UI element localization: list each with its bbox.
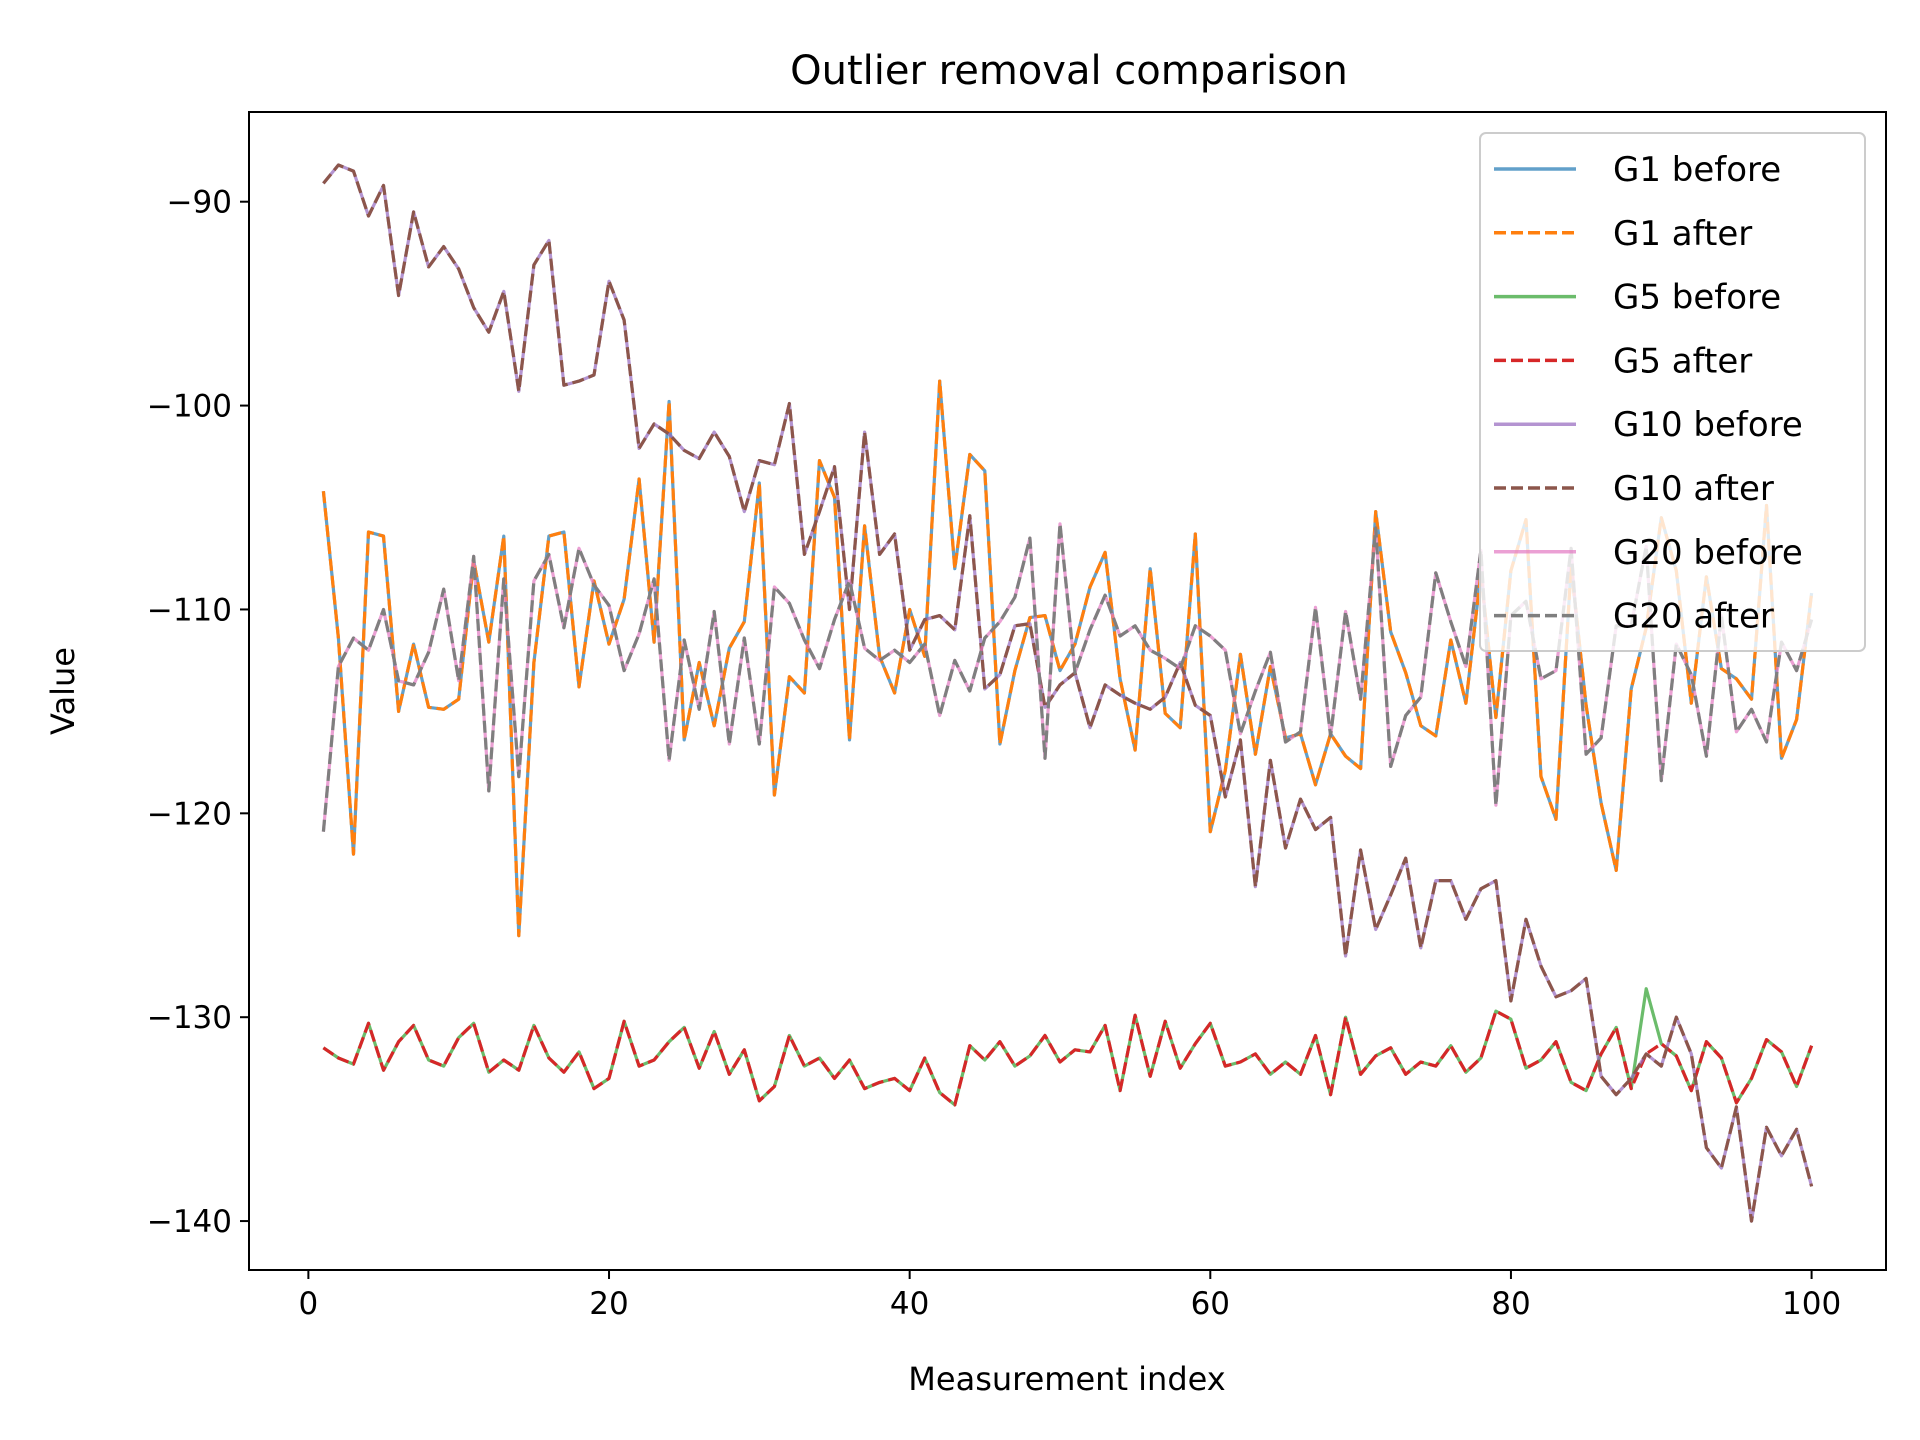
y-tick-label: −90	[167, 185, 232, 221]
legend-label: G10 after	[1613, 469, 1774, 509]
plot-frame	[248, 111, 1887, 1271]
x-tick-label: 40	[890, 1286, 929, 1322]
legend-label: G1 before	[1613, 150, 1781, 190]
legend-label: G20 before	[1613, 533, 1803, 573]
y-tick-label: −120	[147, 796, 232, 832]
chart-title: Outlier removal comparison	[790, 48, 1348, 94]
x-tick-label: 100	[1782, 1286, 1841, 1322]
legend-label: G5 after	[1613, 341, 1752, 381]
y-tick-label: −110	[147, 592, 232, 628]
y-axis-label: Value	[44, 647, 82, 735]
legend-label: G1 after	[1613, 214, 1752, 254]
axes-layer: 0 20 40 60 80 100 −90 −100 −110 −120 −130 −140	[147, 185, 1841, 1322]
series-line-5	[322, 163, 1814, 1223]
legend: G1 before G1 after G5 before G5 after G10 be…	[1479, 132, 1866, 652]
y-tick-label: −140	[147, 1204, 232, 1240]
x-tick-label: 60	[1191, 1286, 1230, 1322]
legend-label: G20 after	[1613, 597, 1774, 637]
series-line-1	[321, 379, 1814, 938]
legend-label: G10 before	[1613, 405, 1803, 445]
y-tick-label: −100	[147, 389, 232, 425]
legend-box	[1479, 132, 1866, 652]
x-axis-label: Measurement index	[908, 1360, 1225, 1398]
series-line-3	[322, 1009, 1814, 1107]
y-tick-label: −130	[147, 1000, 232, 1036]
legend-label: G5 before	[1613, 278, 1781, 318]
x-tick-label: 20	[589, 1286, 628, 1322]
x-tick-label: 80	[1491, 1286, 1530, 1322]
x-tick-label: 0	[299, 1286, 319, 1322]
